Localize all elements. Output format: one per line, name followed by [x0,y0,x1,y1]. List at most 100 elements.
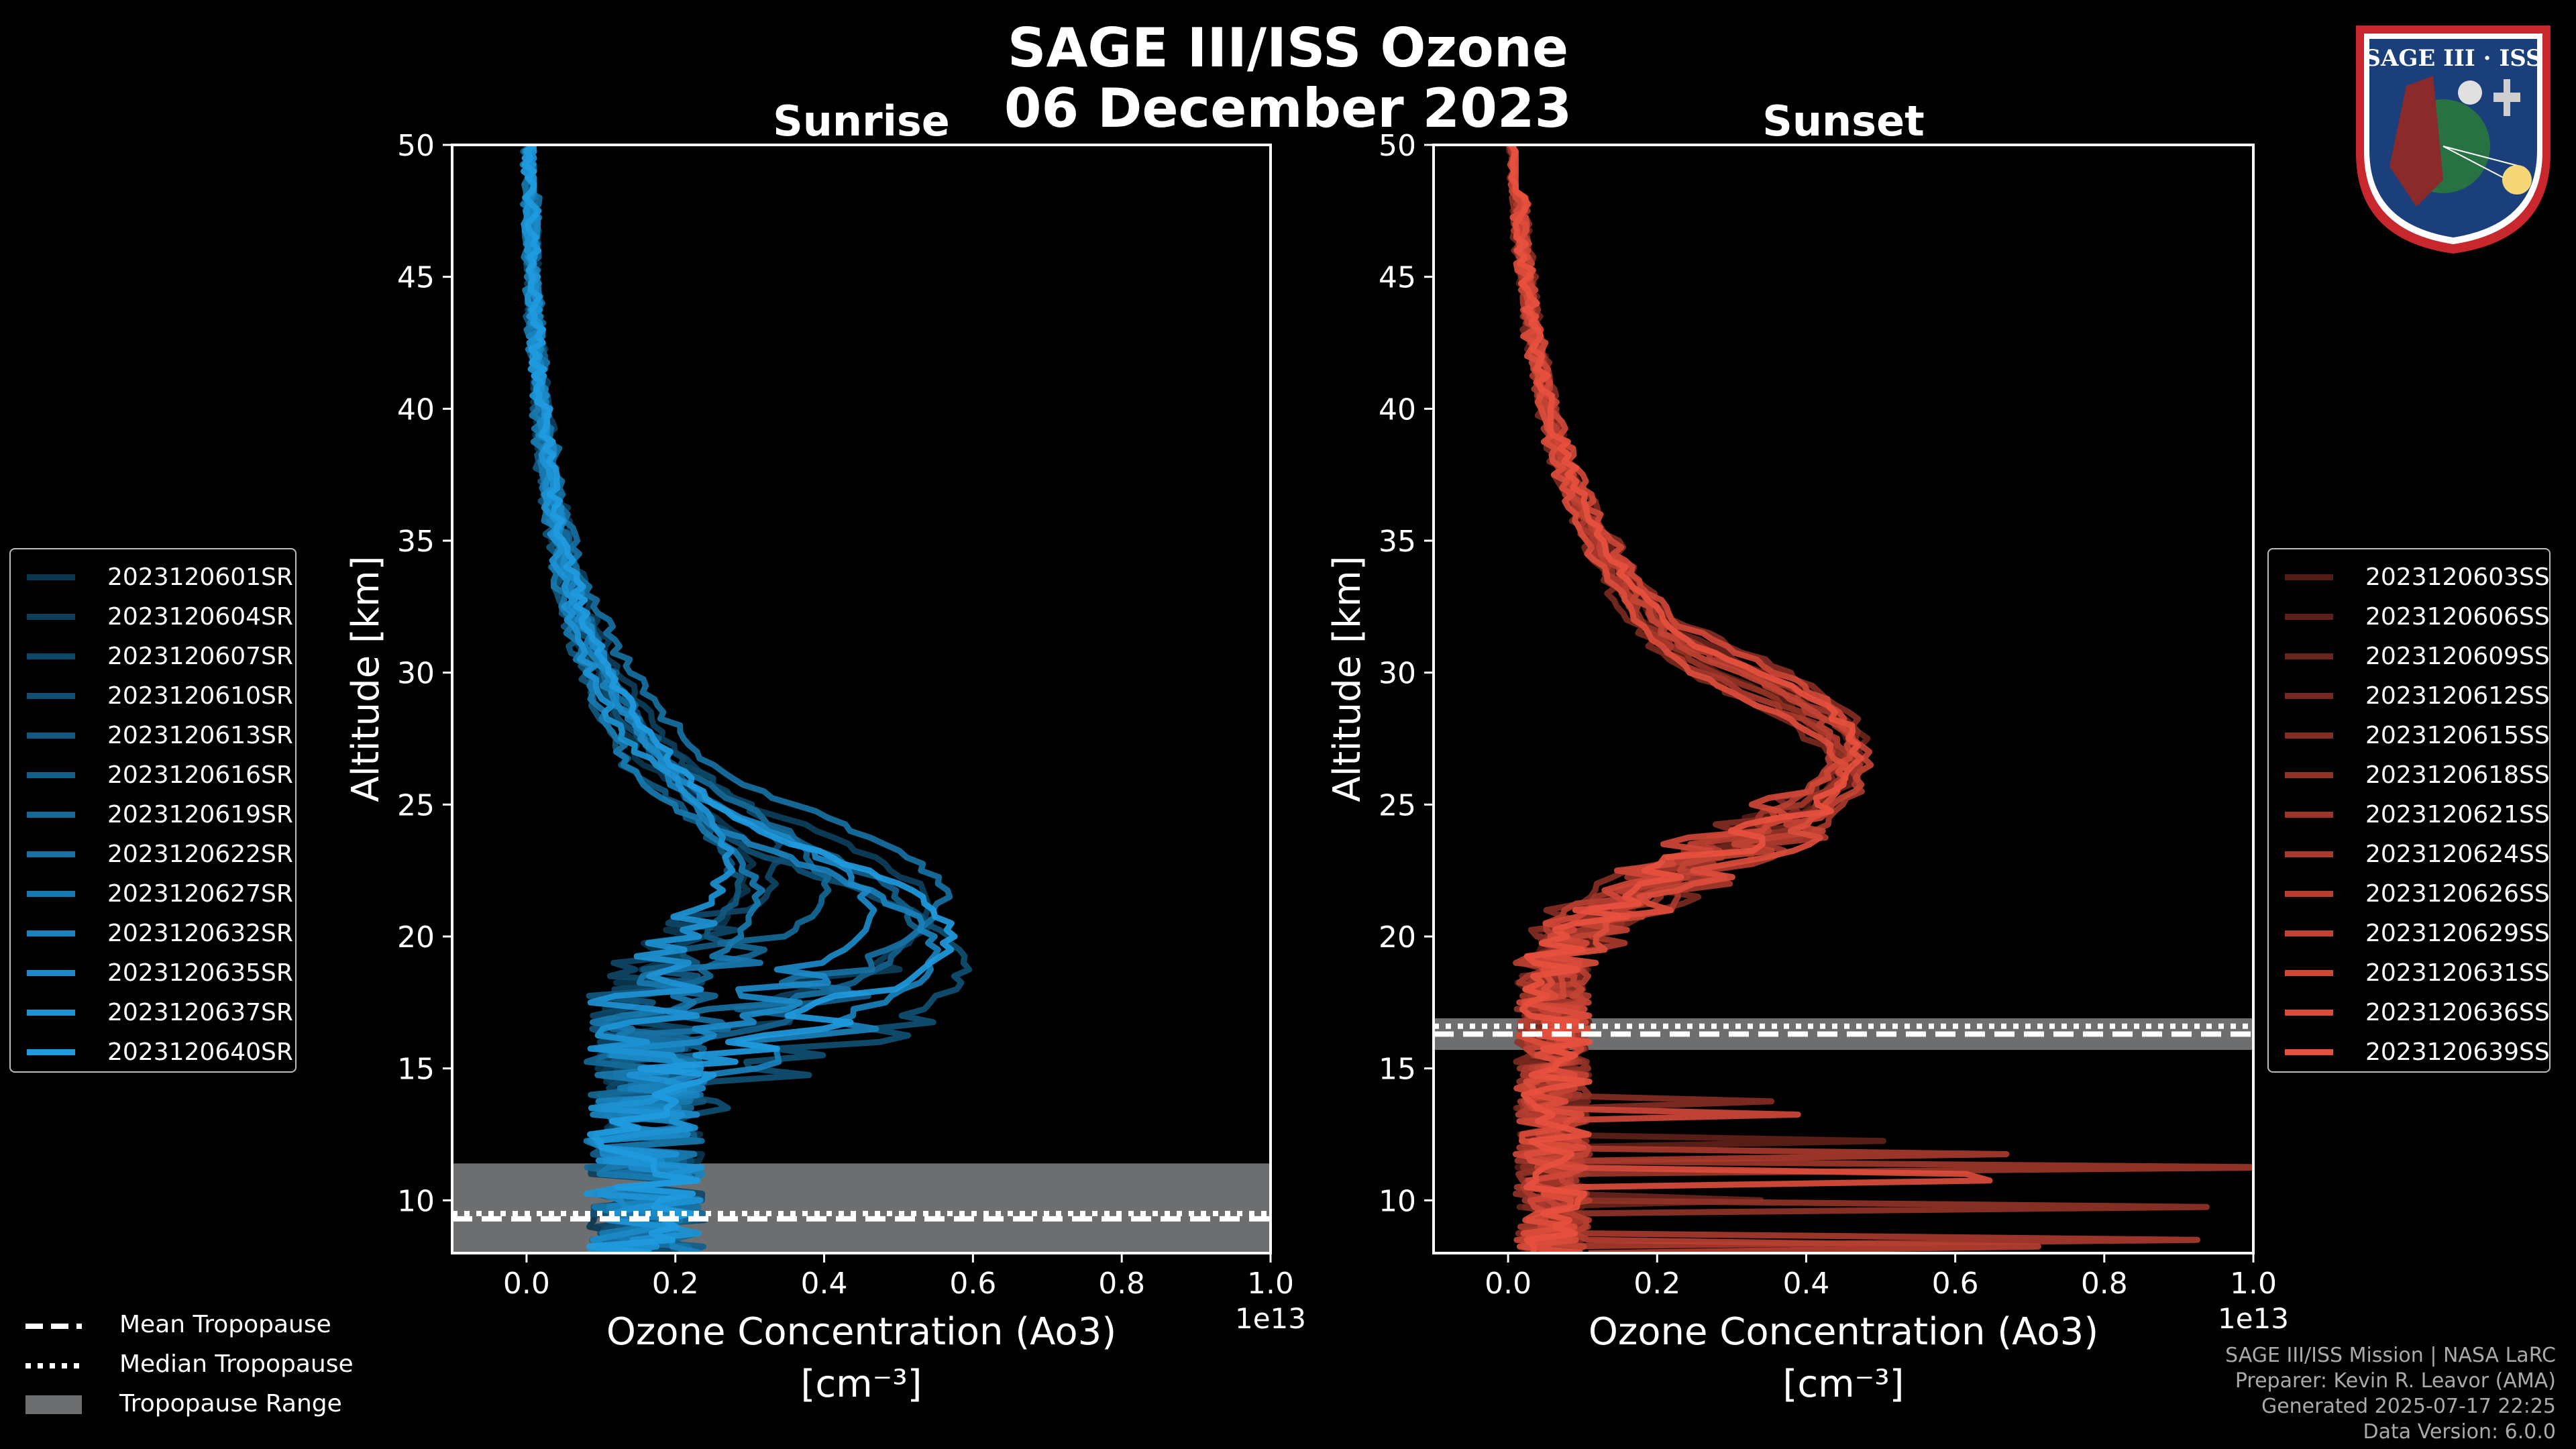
legend-swatch [2285,970,2333,976]
sunrise-ylabel: Altitude [km] [344,555,388,802]
legend-median-tropopause: Median Tropopause [20,1344,354,1384]
sunrise-ytick-label: 25 [397,788,435,822]
legend-label: 2023120612SS [2365,682,2550,710]
sunset-series-2023120639SS [1508,145,1864,1253]
legend-item: 2023120607SR [11,637,293,676]
legend-label: 2023120613SR [107,722,293,749]
legend-item: 2023120627SR [11,874,293,914]
sunrise-tropopause-range [452,1163,1271,1253]
sunrise-series-2023120604SR [521,145,934,1253]
legend-label: 2023120635SR [107,959,293,987]
sunrise-xtick-label: 0.2 [652,1267,699,1301]
legend-swatch [27,653,75,659]
legend-label: 2023120629SS [2365,920,2550,947]
sunset-ytick-label: 50 [1379,129,1416,163]
legend-item: 2023120618SS [2269,755,2550,795]
sunset-xtick-label: 0.4 [1782,1267,1829,1301]
legend-item: 2023120601SR [11,557,293,597]
sunset-profiles [1505,145,2253,1253]
sunset-series-2023120624SS [1506,145,2200,1253]
legend-label: 2023120609SS [2365,643,2550,670]
legend-swatch [27,1049,75,1055]
sunrise-panel: 0.0 0.2 0.4 0.6 0.8 1.0 10 15 20 25 30 35 40 45 50 Sunr… [344,97,1306,1406]
legend-item: 2023120603SS [2269,557,2550,597]
legend-swatch [2285,653,2333,659]
legend-item: 2023120610SR [11,676,293,716]
legend-median-label: Median Tropopause [119,1350,354,1378]
legend-label: 2023120610SR [107,682,293,710]
legend-item: 2023120636SS [2269,993,2550,1032]
sunrise-xlabel: Ozone Concentration (Ao3) [606,1310,1116,1354]
figure-title-line2: 06 December 2023 [1004,77,1572,140]
legend-item: 2023120613SR [11,716,293,755]
sunrise-xtick-label: 0.8 [1098,1267,1145,1301]
tropopause-legend: Mean Tropopause Median Tropopause Tropop… [20,1305,354,1424]
legend-item: 2023120621SS [2269,795,2550,835]
legend-item: 2023120624SS [2269,835,2550,874]
sunset-xtick-label: 0.2 [1633,1267,1680,1301]
sunrise-ytick-label: 35 [397,525,435,559]
sunrise-xtick-label: 1.0 [1247,1267,1294,1301]
figure-title-line1: SAGE III/ISS Ozone [1007,17,1569,79]
sunset-xtick-label: 1.0 [2230,1267,2277,1301]
sunset-ytick-label: 30 [1379,657,1416,691]
sunset-panel: 0.0 0.2 0.4 0.6 0.8 1.0 10 15 20 25 30 35 40 45 50 Suns… [1326,97,2289,1406]
sunset-series-2023120621SS [1508,145,2253,1253]
sunrise-series-2023120632SR [519,145,941,1253]
sunset-xtick-label: 0.6 [1932,1267,1979,1301]
legend-swatch [2285,614,2333,620]
legend-swatch [2285,1010,2333,1016]
sunrise-xtick-label: 0.0 [503,1267,550,1301]
sunset-ytick-label: 35 [1379,525,1416,559]
legend-item: 2023120604SR [11,597,293,637]
sunset-xtick-label: 0.8 [2081,1267,2128,1301]
legend-swatch [2285,930,2333,936]
legend-item: 2023120632SR [11,914,293,953]
sunset-ytick-label: 20 [1379,920,1416,955]
sunrise-ytick-label: 50 [397,129,435,163]
sunrise-ytick-label: 10 [397,1184,435,1218]
legend-item: 2023120631SS [2269,953,2550,993]
legend-swatch [27,733,75,739]
legend-label: 2023120624SS [2365,841,2550,868]
legend-item: 2023120626SS [2269,874,2550,914]
sunset-ytick-label: 15 [1379,1053,1416,1087]
legend-swatch [27,930,75,936]
sunset-xtick-label: 0.0 [1485,1267,1532,1301]
legend-swatch [2285,772,2333,778]
legend-mean-label: Mean Tropopause [119,1311,331,1338]
sunrise-x-scale: 1e13 [1235,1302,1306,1335]
legend-swatch [27,812,75,818]
legend-swatch [27,1010,75,1016]
legend-label: 2023120626SS [2365,880,2550,908]
legend-swatch [27,614,75,620]
sunset-ytick-label: 45 [1379,261,1416,295]
legend-item: 2023120619SR [11,795,293,835]
sunset-ytick-label: 25 [1379,788,1416,822]
legend-label: 2023120616SR [107,761,293,789]
sunset-legend: 2023120603SS 2023120606SS 2023120609SS 2023… [2267,548,2551,1073]
sunrise-ytick-label: 15 [397,1053,435,1087]
legend-item: 2023120640SR [11,1032,293,1072]
legend-item: 2023120616SR [11,755,293,795]
legend-item: 2023120629SS [2269,914,2550,953]
sunset-x-scale: 1e13 [2218,1302,2289,1335]
sunrise-xtick-label: 0.4 [801,1267,848,1301]
sunset-ytick-label: 10 [1379,1184,1416,1218]
sunrise-xlabel-units: [cm⁻³] [800,1362,922,1406]
legend-label: 2023120603SS [2365,564,2550,591]
sunset-title: Sunset [1762,97,1925,146]
legend-item: 2023120612SS [2269,676,2550,716]
sunrise-series-2023120616SR [522,145,922,1253]
legend-item: 2023120635SR [11,953,293,993]
legend-swatch [27,772,75,778]
sunrise-ytick-label: 45 [397,261,435,295]
legend-swatch [2285,812,2333,818]
sunrise-series-2023120640SR [521,145,958,1253]
sunset-xlabel-units: [cm⁻³] [1782,1362,1904,1406]
legend-label: 2023120631SS [2365,959,2550,987]
sunrise-xtick-label: 0.6 [949,1267,996,1301]
legend-label: 2023120607SR [107,643,293,670]
legend-swatch [2285,891,2333,897]
